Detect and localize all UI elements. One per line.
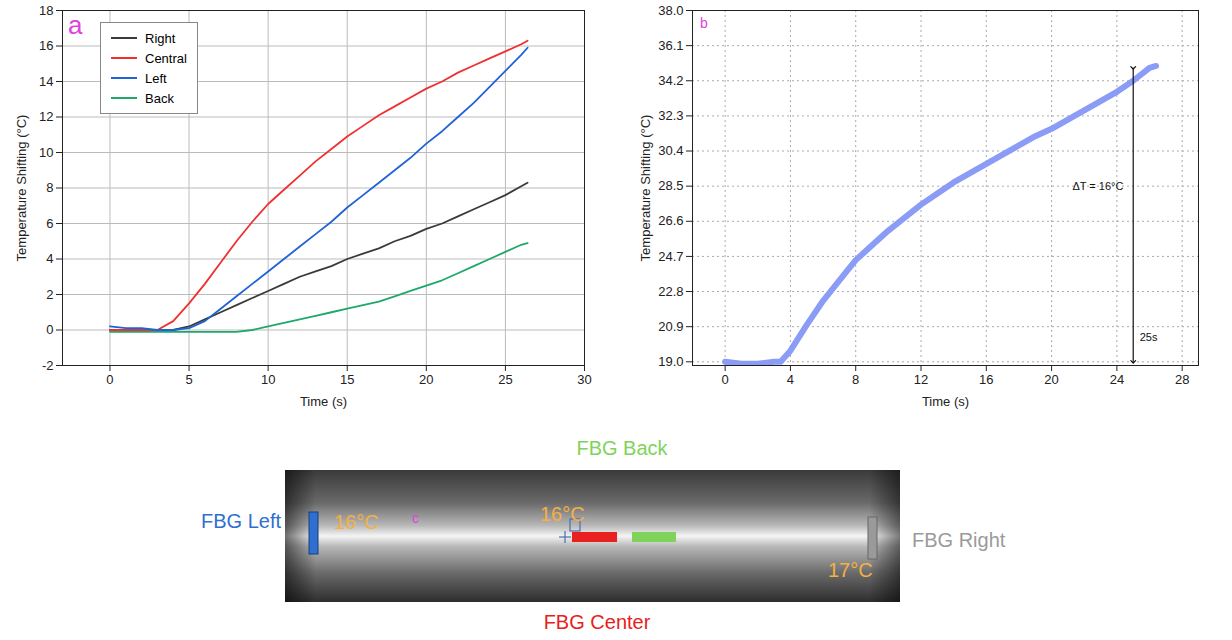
svg-text:15: 15 (340, 372, 354, 387)
svg-text:16: 16 (39, 38, 53, 53)
svg-text:16: 16 (979, 372, 993, 387)
svg-text:10: 10 (39, 145, 53, 160)
svg-text:5: 5 (185, 372, 192, 387)
html-text:a: a (68, 10, 83, 40)
svg-text:4: 4 (46, 251, 53, 266)
svg-text:c: c (412, 510, 419, 526)
svg-text:20: 20 (1044, 372, 1058, 387)
html-text:Left: Left (145, 70, 167, 86)
svg-text:24.7: 24.7 (658, 249, 683, 264)
svg-text:FBG Center: FBG Center (544, 611, 651, 633)
svg-text:30: 30 (577, 372, 591, 387)
svg-text:19.0: 19.0 (658, 354, 683, 369)
svg-text:Temperature Shifting (°C): Temperature Shifting (°C) (14, 115, 29, 262)
svg-text:34.2: 34.2 (658, 73, 683, 88)
svg-text:38.0: 38.0 (658, 3, 683, 18)
svg-text:20.9: 20.9 (658, 319, 683, 334)
svg-text:26.6: 26.6 (658, 213, 683, 228)
svg-text:10: 10 (261, 372, 275, 387)
svg-text:20: 20 (419, 372, 433, 387)
svg-text:25: 25 (498, 372, 512, 387)
svg-text:-2: -2 (42, 358, 54, 373)
svg-text:Temperature Shifting (°C): Temperature Shifting (°C) (638, 115, 653, 262)
svg-text:30.4: 30.4 (658, 143, 683, 158)
svg-text:FBG Right: FBG Right (912, 529, 1006, 551)
svg-text:8: 8 (46, 180, 53, 195)
svg-text:FBG Back: FBG Back (576, 437, 668, 459)
svg-text:36.1: 36.1 (658, 38, 683, 53)
svg-text:25s: 25s (1140, 331, 1158, 343)
svg-text:0: 0 (106, 372, 113, 387)
svg-text:17°C: 17°C (828, 559, 873, 581)
svg-text:Time (s): Time (s) (300, 394, 347, 409)
svg-text:16°C: 16°C (540, 503, 585, 525)
svg-text:12: 12 (39, 109, 53, 124)
svg-text:6: 6 (46, 216, 53, 231)
html-text:b: b (700, 15, 708, 31)
svg-text:8: 8 (852, 372, 859, 387)
svg-text:FBG Left: FBG Left (201, 510, 281, 532)
html-text:Right: Right (145, 30, 176, 46)
svg-text:2: 2 (46, 287, 53, 302)
svg-text:Time (s): Time (s) (922, 394, 969, 409)
svg-text:24: 24 (1110, 372, 1124, 387)
svg-text:32.3: 32.3 (658, 108, 683, 123)
svg-text:18: 18 (39, 3, 53, 18)
svg-text:16°C: 16°C (334, 511, 379, 533)
html-text:Back: Back (145, 90, 174, 106)
svg-text:0: 0 (722, 372, 729, 387)
svg-text:ΔT = 16°C: ΔT = 16°C (1072, 180, 1123, 192)
svg-text:4: 4 (787, 372, 794, 387)
svg-text:14: 14 (39, 74, 53, 89)
svg-text:0: 0 (46, 322, 53, 337)
svg-text:22.8: 22.8 (658, 284, 683, 299)
svg-text:28.5: 28.5 (658, 178, 683, 193)
svg-text:12: 12 (914, 372, 928, 387)
html-text:Central: Central (145, 50, 187, 66)
svg-text:28: 28 (1175, 372, 1189, 387)
